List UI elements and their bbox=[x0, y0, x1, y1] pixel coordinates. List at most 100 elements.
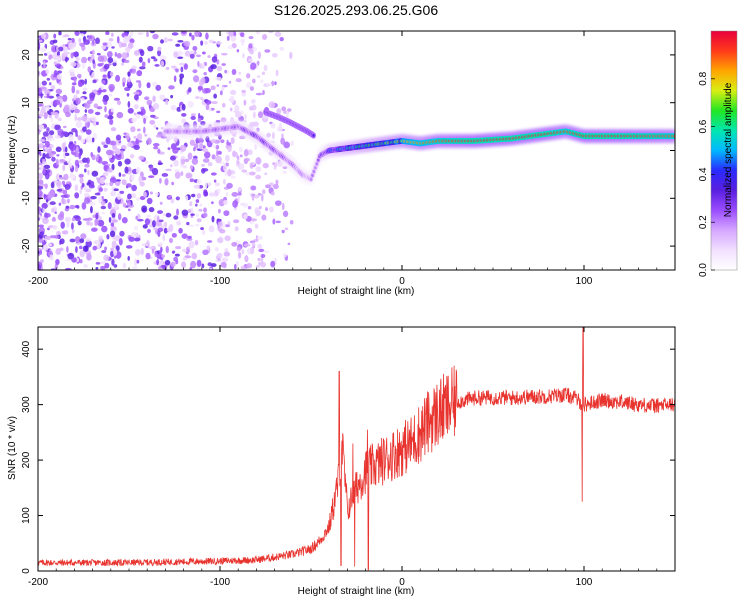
noise-blob bbox=[254, 223, 259, 229]
noise-blob bbox=[92, 59, 95, 64]
noise-blob bbox=[38, 154, 41, 158]
noise-blob bbox=[181, 248, 188, 253]
noise-blob bbox=[196, 213, 199, 217]
noise-blob bbox=[54, 135, 61, 139]
noise-blob bbox=[146, 228, 152, 234]
noise-blob bbox=[64, 183, 71, 190]
noise-blob bbox=[113, 264, 118, 268]
noise-blob bbox=[89, 205, 93, 214]
noise-blob bbox=[152, 33, 159, 40]
noise-blob bbox=[155, 191, 159, 197]
noise-blob bbox=[199, 63, 202, 69]
noise-blob bbox=[61, 230, 69, 235]
noise-blob bbox=[58, 202, 62, 206]
noise-blob bbox=[183, 40, 191, 47]
noise-blob bbox=[136, 259, 140, 264]
noise-blob bbox=[196, 267, 201, 270]
noise-blob bbox=[38, 39, 43, 43]
noise-blob bbox=[80, 97, 85, 101]
noise-blob bbox=[41, 202, 48, 210]
noise-blob bbox=[40, 259, 44, 263]
noise-blob bbox=[82, 245, 89, 252]
noise-blob bbox=[113, 188, 119, 192]
figure-title: S126.2025.293.06.25.G06 bbox=[274, 2, 438, 18]
noise-blob bbox=[275, 220, 281, 224]
noise-blob bbox=[68, 134, 74, 142]
y-tick-label: 0 bbox=[21, 568, 32, 574]
noise-blob bbox=[75, 89, 80, 95]
noise-blob bbox=[193, 50, 197, 55]
noise-blob bbox=[167, 195, 172, 199]
noise-blob bbox=[115, 154, 123, 161]
noise-blob bbox=[155, 84, 162, 91]
noise-blob bbox=[86, 217, 93, 221]
ridge-peak bbox=[314, 166, 317, 170]
noise-blob bbox=[196, 259, 202, 268]
noise-blob bbox=[108, 216, 112, 223]
noise-blob bbox=[75, 146, 79, 153]
noise-blob bbox=[55, 247, 61, 256]
noise-blob bbox=[132, 266, 138, 270]
noise-blob bbox=[71, 128, 78, 133]
x-tick-label: 100 bbox=[576, 577, 593, 588]
noise-blob bbox=[208, 225, 215, 233]
noise-blob bbox=[144, 160, 149, 164]
noise-blob bbox=[173, 159, 179, 167]
noise-blob bbox=[221, 86, 225, 91]
noise-blob bbox=[238, 71, 242, 75]
noise-blob bbox=[96, 241, 101, 249]
noise-blob bbox=[217, 221, 223, 227]
noise-blob bbox=[221, 52, 228, 56]
noise-blob bbox=[252, 47, 258, 52]
noise-blob bbox=[110, 107, 114, 113]
noise-blob bbox=[164, 259, 171, 266]
noise-blob bbox=[55, 258, 60, 266]
noise-blob bbox=[52, 216, 56, 222]
noise-blob bbox=[48, 130, 55, 136]
noise-blob bbox=[101, 250, 107, 253]
y-tick-label: 20 bbox=[21, 49, 32, 61]
noise-blob bbox=[88, 202, 96, 206]
colorbar-tick-label: 0.8 bbox=[698, 71, 709, 85]
noise-blob bbox=[82, 87, 88, 91]
y-tick-label: 400 bbox=[21, 340, 32, 357]
noise-blob bbox=[160, 39, 164, 44]
noise-blob bbox=[153, 124, 157, 129]
noise-blob bbox=[59, 238, 65, 245]
noise-blob bbox=[38, 206, 42, 213]
noise-blob bbox=[152, 95, 156, 103]
noise-blob bbox=[156, 258, 160, 266]
noise-blob bbox=[201, 263, 205, 269]
noise-blob bbox=[115, 245, 120, 252]
noise-blob bbox=[248, 36, 254, 40]
noise-blob bbox=[224, 235, 231, 242]
noise-blob bbox=[190, 213, 195, 216]
noise-blob bbox=[121, 62, 125, 66]
noise-blob bbox=[60, 65, 64, 70]
noise-blob bbox=[80, 233, 87, 240]
noise-blob bbox=[261, 33, 268, 41]
noise-blob bbox=[124, 158, 131, 165]
noise-blob bbox=[136, 128, 141, 132]
noise-blob bbox=[170, 104, 177, 111]
noise-blob bbox=[157, 230, 161, 238]
noise-blob bbox=[153, 58, 158, 62]
noise-blob bbox=[99, 68, 104, 72]
y-tick-label: 200 bbox=[21, 451, 32, 468]
noise-blob bbox=[175, 196, 180, 201]
noise-blob bbox=[60, 221, 65, 229]
noise-blob bbox=[178, 62, 185, 66]
noise-blob bbox=[116, 36, 120, 44]
noise-blob bbox=[187, 152, 193, 160]
noise-blob bbox=[181, 103, 186, 111]
noise-blob bbox=[284, 227, 289, 231]
noise-blob bbox=[180, 66, 184, 73]
noise-blob bbox=[221, 257, 229, 263]
noise-blob bbox=[245, 82, 252, 89]
snr-frame bbox=[37, 326, 676, 572]
noise-blob bbox=[221, 63, 226, 66]
noise-blob bbox=[203, 207, 207, 213]
noise-blob bbox=[48, 243, 52, 247]
